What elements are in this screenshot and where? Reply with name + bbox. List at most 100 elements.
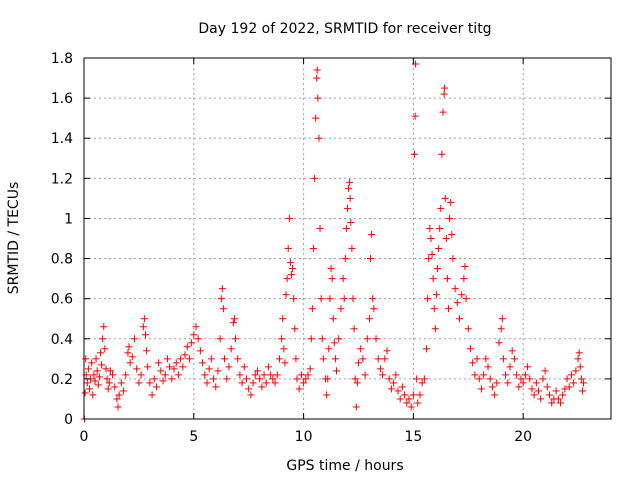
data-point	[369, 295, 377, 303]
data-point	[242, 375, 250, 383]
data-point	[314, 94, 322, 102]
data-point	[219, 305, 227, 313]
data-point	[95, 373, 103, 381]
data-point	[260, 371, 268, 379]
data-point	[365, 315, 373, 323]
data-point	[383, 347, 391, 355]
data-point	[385, 375, 393, 383]
data-point	[426, 224, 434, 232]
data-point	[148, 391, 156, 399]
data-point	[111, 383, 119, 391]
data-point	[559, 391, 567, 399]
data-point	[101, 345, 109, 353]
data-point	[434, 265, 442, 273]
data-point	[458, 291, 466, 299]
data-point	[335, 335, 343, 343]
data-point	[491, 391, 499, 399]
data-point	[223, 375, 231, 383]
data-point	[504, 379, 512, 387]
data-point	[567, 371, 575, 379]
data-point	[166, 363, 174, 371]
data-point	[109, 371, 117, 379]
data-point	[122, 371, 130, 379]
data-point	[207, 355, 215, 363]
chart-title: Day 192 of 2022, SRMTID for receiver tit…	[198, 21, 491, 37]
y-tick-label: 0	[64, 412, 73, 428]
data-point	[311, 174, 319, 182]
data-point	[140, 315, 148, 323]
data-point	[83, 379, 91, 387]
data-point	[410, 150, 418, 158]
data-point	[133, 365, 141, 373]
data-point	[88, 359, 96, 367]
data-point	[137, 371, 145, 379]
data-point	[185, 355, 193, 363]
data-point	[524, 363, 532, 371]
data-point	[499, 355, 507, 363]
data-point	[428, 251, 436, 259]
data-point	[430, 305, 438, 313]
data-point	[333, 367, 341, 375]
data-point	[350, 325, 358, 333]
data-point	[396, 395, 404, 403]
data-point	[282, 291, 290, 299]
data-point	[578, 387, 586, 395]
data-point	[295, 385, 303, 393]
data-point	[519, 379, 527, 387]
data-point	[199, 359, 207, 367]
axis-ticks: 0 0.2 0.4 0.6 0.8 1 1.2 1.4 1.6 1.8 0 5 10 15 20	[51, 51, 611, 445]
data-point	[125, 343, 133, 351]
data-point	[82, 355, 90, 363]
data-point	[238, 379, 246, 387]
data-point	[102, 365, 110, 373]
data-point	[526, 375, 534, 383]
data-point	[477, 385, 485, 393]
data-point	[548, 399, 556, 407]
data-point	[114, 403, 122, 411]
data-point	[448, 230, 456, 238]
data-point	[339, 275, 347, 283]
data-point	[469, 359, 477, 367]
data-point	[565, 383, 573, 391]
data-point	[445, 305, 453, 313]
data-point	[381, 355, 389, 363]
data-point	[461, 263, 469, 271]
data-point	[387, 385, 395, 393]
data-point	[152, 383, 160, 391]
data-point	[91, 377, 99, 385]
data-point	[405, 395, 413, 403]
data-point	[139, 323, 147, 331]
data-point	[249, 379, 257, 387]
data-point	[376, 365, 384, 373]
data-point	[556, 399, 564, 407]
data-point	[449, 255, 457, 263]
data-point	[212, 383, 220, 391]
data-point	[284, 245, 292, 253]
data-point	[192, 323, 200, 331]
data-point	[340, 295, 348, 303]
data-point	[253, 367, 261, 375]
data-point	[174, 371, 182, 379]
data-point	[460, 275, 468, 283]
data-point	[313, 74, 321, 82]
y-tick-label: 0.2	[51, 372, 73, 388]
data-point	[89, 391, 97, 399]
data-point	[315, 134, 323, 142]
data-point	[304, 371, 312, 379]
data-point	[510, 355, 518, 363]
x-tick-label: 20	[514, 429, 532, 445]
data-point	[337, 305, 345, 313]
data-point	[329, 315, 337, 323]
data-point	[99, 335, 107, 343]
data-point	[100, 323, 108, 331]
data-point	[267, 371, 275, 379]
data-point	[286, 259, 294, 267]
data-point	[342, 224, 350, 232]
data-point	[577, 375, 585, 383]
data-point	[390, 379, 398, 387]
data-point	[85, 385, 93, 393]
data-point	[217, 295, 225, 303]
data-point	[484, 363, 492, 371]
data-point	[447, 198, 455, 206]
data-point	[368, 230, 376, 238]
